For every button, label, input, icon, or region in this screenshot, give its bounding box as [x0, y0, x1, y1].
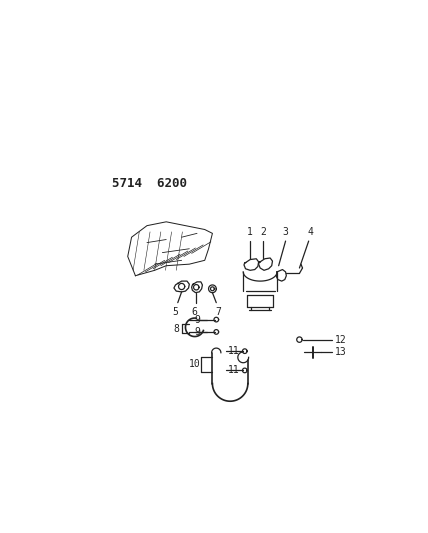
Text: 11: 11 — [228, 366, 240, 375]
Text: 9: 9 — [195, 327, 201, 337]
Text: 8: 8 — [173, 324, 179, 334]
Text: 3: 3 — [282, 227, 288, 237]
Text: 7: 7 — [215, 306, 221, 317]
Text: 13: 13 — [335, 347, 347, 357]
Text: 11: 11 — [228, 346, 240, 356]
Text: 1: 1 — [247, 227, 253, 237]
Text: 10: 10 — [189, 359, 201, 369]
Text: 12: 12 — [335, 335, 347, 345]
Text: 9: 9 — [195, 314, 201, 325]
Text: 4: 4 — [307, 227, 313, 237]
Text: 5: 5 — [172, 306, 178, 317]
Text: 6: 6 — [192, 306, 198, 317]
Text: 2: 2 — [260, 227, 266, 237]
Text: 5714  6200: 5714 6200 — [112, 177, 187, 190]
